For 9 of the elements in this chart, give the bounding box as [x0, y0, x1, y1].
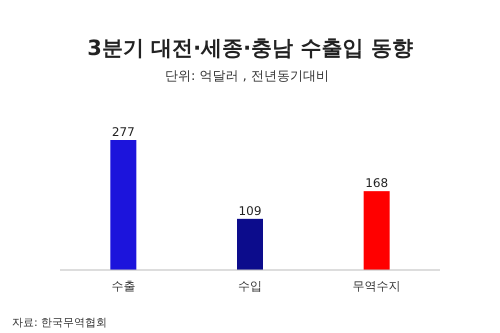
chart-subtitle: 단위: 억달러 , 전년동기대비 — [165, 69, 329, 84]
chart-title: 3분기 대전·세종·충남 수출입 동향 — [87, 36, 413, 60]
x-tick-label: 무역수지 — [352, 279, 401, 293]
x-tick-label: 수출 — [111, 279, 136, 293]
data-label: 277 — [112, 125, 135, 139]
x-tick-label: 수입 — [238, 279, 262, 293]
text: 자료: 한국무역협회 — [12, 316, 108, 329]
data-label: 168 — [365, 176, 388, 190]
data-label: 109 — [238, 204, 262, 218]
